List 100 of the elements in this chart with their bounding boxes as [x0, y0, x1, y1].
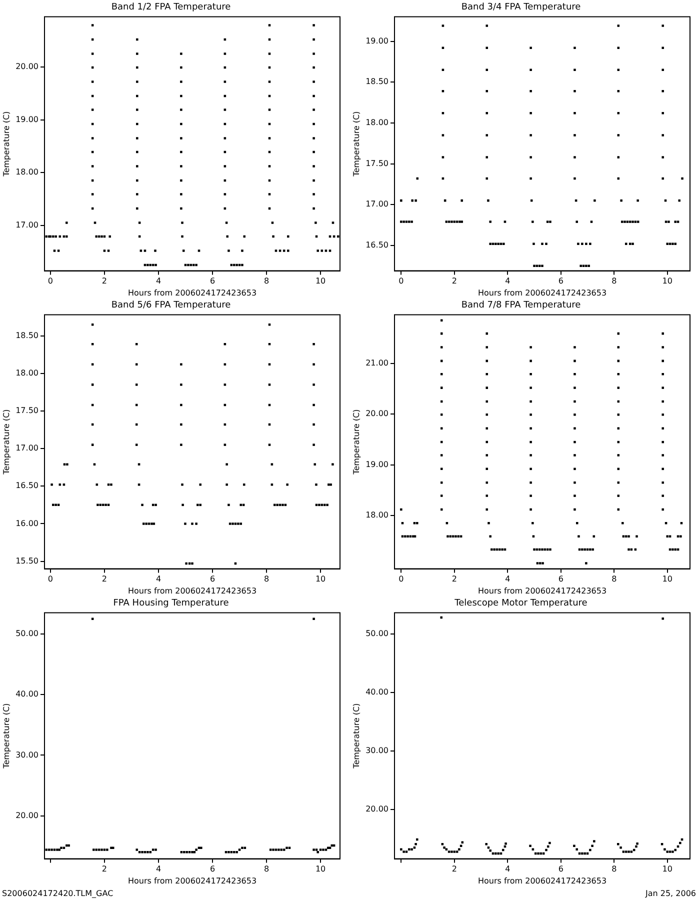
- point: [442, 90, 444, 92]
- point: [486, 177, 488, 180]
- chart-title: Band 1/2 FPA Temperature: [111, 2, 232, 13]
- y-tick-label: 19.00: [366, 36, 388, 46]
- point: [486, 400, 488, 403]
- y-tick-label: 30.00: [366, 746, 388, 756]
- x-axis-title: Hours from 2006024172423653: [128, 586, 257, 596]
- y-tick-label: 18.50: [16, 330, 38, 340]
- x-tick-label: 2: [102, 276, 108, 286]
- y-tick-label: 17.50: [16, 406, 38, 416]
- x-tick-label: 4: [505, 276, 510, 286]
- x-tick-label: 10: [662, 574, 672, 584]
- x-tick-label: 6: [558, 574, 564, 584]
- point: [486, 90, 488, 92]
- y-tick-label: 19.00: [16, 114, 38, 124]
- x-tick-label: 8: [264, 864, 270, 874]
- y-tick-label: 17.00: [16, 444, 38, 453]
- y-tick-label: 17.00: [366, 200, 388, 209]
- y-axis-title: Temperature (C): [2, 703, 11, 770]
- x-axis-title: Hours from 2006024172423653: [478, 586, 607, 596]
- x-tick-label: 6: [558, 276, 564, 286]
- point: [440, 319, 443, 322]
- x-tick-label: 10: [315, 276, 326, 286]
- x-tick-label: 6: [210, 864, 216, 874]
- x-tick-label: 4: [156, 276, 162, 286]
- x-tick-label: 8: [612, 864, 617, 874]
- y-tick-label: 18.00: [366, 118, 388, 128]
- text: S2006024172420.TLM_GAC: [2, 889, 114, 898]
- y-tick-label: 16.00: [16, 518, 38, 528]
- x-tick-label: 2: [102, 574, 108, 584]
- x-tick-label: 10: [315, 864, 326, 874]
- y-tick-label: 20.00: [16, 62, 38, 72]
- x-tick-label: 0: [398, 574, 404, 584]
- x-tick-label: 2: [452, 276, 457, 286]
- y-tick-label: 50.00: [16, 629, 38, 638]
- chart-title: Band 7/8 FPA Temperature: [461, 300, 582, 311]
- x-axis-title: Hours from 2006024172423653: [128, 288, 257, 298]
- chart-title: Band 5/6 FPA Temperature: [111, 300, 232, 311]
- y-tick-label: 17.50: [366, 158, 388, 168]
- x-axis-title: Hours from 2006024172423653: [128, 876, 257, 886]
- point: [486, 481, 488, 484]
- point: [440, 372, 443, 376]
- x-tick-label: 8: [612, 276, 617, 286]
- point: [440, 468, 443, 470]
- y-tick-label: 40.00: [16, 690, 38, 699]
- x-tick-label: 2: [452, 864, 457, 874]
- x-axis-title: Hours from 2006024172423653: [478, 288, 607, 298]
- y-tick-label: 20.00: [366, 409, 388, 418]
- y-tick-label: 18.00: [366, 510, 388, 520]
- y-axis-title: Temperature (C): [2, 111, 11, 178]
- point: [486, 372, 488, 376]
- text: Jan 25, 2006: [646, 889, 696, 898]
- x-tick-label: 2: [102, 864, 108, 874]
- point: [486, 440, 488, 444]
- x-axis-title: Hours from 2006024172423653: [478, 876, 607, 886]
- y-axis-title: Temperature (C): [2, 409, 11, 476]
- point: [617, 90, 620, 92]
- point: [486, 508, 488, 511]
- x-tick-label: 4: [505, 574, 510, 584]
- point: [440, 400, 443, 403]
- y-tick-label: 15.50: [16, 556, 38, 566]
- x-tick-label: 0: [48, 574, 53, 584]
- x-tick-label: 10: [662, 276, 672, 286]
- point: [486, 68, 488, 72]
- y-axis-title: Temperature (C): [352, 111, 361, 178]
- x-tick-label: 8: [612, 574, 617, 584]
- y-tick-label: 20.00: [16, 810, 38, 820]
- chart-title: Band 3/4 FPA Temperature: [461, 2, 582, 13]
- y-tick-label: 18.50: [366, 77, 388, 86]
- point: [486, 360, 488, 362]
- y-tick-label: 19.00: [366, 460, 388, 469]
- point: [440, 360, 443, 362]
- y-axis-title: Temperature (C): [352, 703, 361, 770]
- x-tick-label: 4: [156, 864, 162, 874]
- y-tick-label: 50.00: [366, 628, 388, 638]
- y-tick-label: 16.50: [16, 481, 38, 490]
- y-tick-label: 16.50: [366, 240, 388, 250]
- x-tick-label: 8: [264, 574, 270, 584]
- point: [440, 332, 443, 335]
- x-tick-label: 4: [156, 574, 162, 584]
- x-tick-label: 2: [452, 574, 457, 584]
- y-axis-title: Temperature (C): [352, 409, 361, 476]
- y-tick-label: 20.00: [366, 804, 388, 814]
- chart-title: Telescope Motor Temperature: [454, 598, 588, 609]
- x-tick-label: 10: [662, 864, 672, 874]
- y-tick-label: 18.00: [16, 368, 38, 378]
- point: [440, 440, 443, 444]
- point: [440, 481, 443, 484]
- x-tick-label: 6: [558, 864, 564, 874]
- x-tick-label: 6: [210, 276, 216, 286]
- x-tick-label: 0: [398, 276, 404, 286]
- y-tick-label: 17.00: [16, 220, 38, 230]
- x-tick-label: 6: [210, 574, 216, 584]
- point: [486, 468, 488, 470]
- x-tick-label: 10: [315, 574, 326, 584]
- y-tick-label: 21.00: [366, 358, 388, 368]
- chart-title: FPA Housing Temperature: [113, 598, 230, 609]
- y-tick-label: 30.00: [16, 750, 38, 760]
- point: [440, 508, 443, 511]
- x-tick-label: 0: [48, 276, 53, 286]
